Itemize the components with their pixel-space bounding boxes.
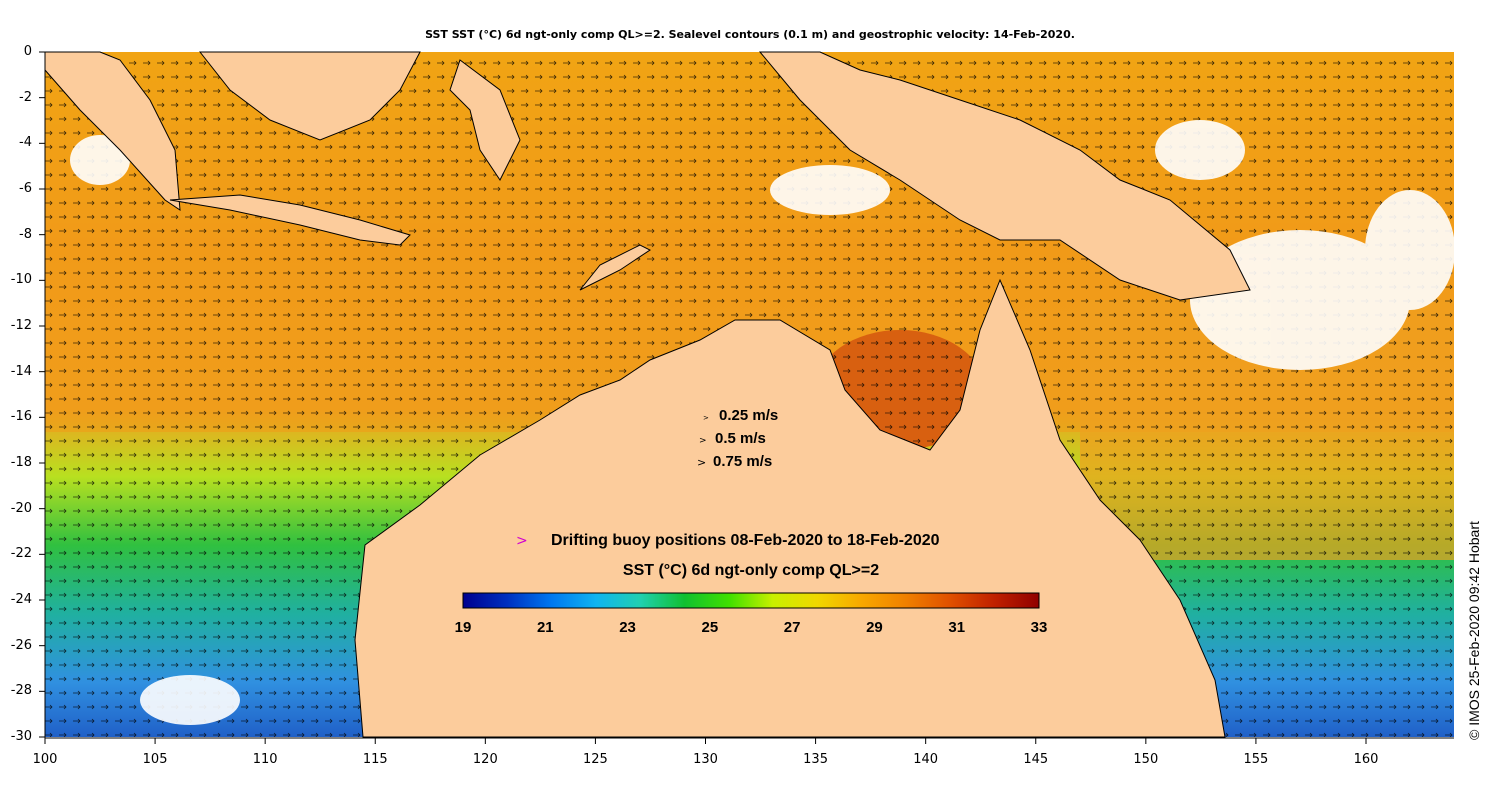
figure-title: SST SST (°C) 6d ngt-only comp QL>=2. Sea… xyxy=(425,28,1075,41)
x-tick-marks xyxy=(44,738,1367,744)
x-tick-label: 105 xyxy=(142,752,168,767)
x-tick-label: 150 xyxy=(1133,752,1159,767)
colorbar-tick-label: 29 xyxy=(866,619,883,636)
colorbar-tick-label: 25 xyxy=(701,619,719,636)
credit-text: © IMOS 25-Feb-2020 09:42 Hobart xyxy=(1466,521,1482,740)
y-tick-label: -8 xyxy=(19,226,32,242)
colorbar-tick-label: 27 xyxy=(783,619,801,636)
x-tick-label: 145 xyxy=(1023,752,1049,767)
sulawesi-land xyxy=(449,59,521,181)
y-tick-label: -6 xyxy=(19,181,32,196)
new-guinea-land xyxy=(758,51,1251,301)
velocity-arrow-icon: > xyxy=(699,436,707,446)
y-tick-label: -18 xyxy=(10,455,32,470)
x-tick-label: 125 xyxy=(582,752,608,767)
australia-land xyxy=(354,278,1226,738)
colorbar-tick-label: 23 xyxy=(619,619,636,636)
y-tick-label: -22 xyxy=(10,546,32,562)
velocity-legend-label: 0.5 m/s xyxy=(715,430,766,447)
y-tick-label: -2 xyxy=(19,89,32,105)
colorbar-tick-label: 31 xyxy=(948,619,966,636)
y-tick-label: -4 xyxy=(19,135,32,151)
colorbar-title: SST (°C) 6d ngt-only comp QL>=2 xyxy=(622,562,880,579)
x-tick-label: 110 xyxy=(252,752,278,767)
sumatra-land xyxy=(44,51,181,211)
x-tick-label: 130 xyxy=(693,752,718,767)
colorbar xyxy=(462,592,1040,609)
y-tick-label: -16 xyxy=(10,409,32,425)
x-tick-label: 135 xyxy=(803,752,828,767)
y-tick-label: -24 xyxy=(10,592,32,607)
y-tick-label: 0 xyxy=(23,44,32,59)
y-tick-label: -26 xyxy=(10,637,32,653)
borneo-land xyxy=(198,51,421,141)
colorbar-tick-label: 21 xyxy=(536,619,554,636)
buoy-legend: > Drifting buoy positions 08-Feb-2020 to … xyxy=(516,532,940,550)
java-land xyxy=(169,194,411,246)
x-tick-label: 100 xyxy=(32,752,58,767)
map-panel xyxy=(44,51,1455,738)
y-tick-label: -14 xyxy=(10,363,32,379)
y-tick-label: -30 xyxy=(10,729,32,744)
velocity-legend-label: 0.75 m/s xyxy=(713,453,773,470)
velocity-arrow-icon: > xyxy=(697,456,707,469)
buoy-marker-icon: > xyxy=(516,533,528,549)
x-tick-label: 155 xyxy=(1243,752,1269,767)
colorbar-tick-label: 19 xyxy=(454,619,472,636)
y-tick-marks xyxy=(39,51,45,738)
timor-land xyxy=(579,244,651,291)
no-data-patches xyxy=(70,120,1455,725)
y-tick-label: -28 xyxy=(10,683,32,699)
y-tick-label: -10 xyxy=(10,272,32,288)
velocity-arrow-icon: > xyxy=(703,414,709,422)
axes xyxy=(44,52,1454,739)
y-tick-label: -12 xyxy=(10,318,32,333)
x-tick-label: 160 xyxy=(1353,752,1379,767)
y-tick-label: -20 xyxy=(10,500,32,516)
landmasses xyxy=(44,51,1251,738)
buoy-legend-label: Drifting buoy positions 08-Feb-2020 to 1… xyxy=(551,532,940,549)
x-tick-label: 115 xyxy=(362,752,388,767)
x-tick-label: 140 xyxy=(913,752,939,767)
colorbar-tick-label: 33 xyxy=(1030,619,1048,636)
velocity-legend-label: 0.25 m/s xyxy=(719,407,779,424)
x-tick-label: 120 xyxy=(472,752,498,767)
